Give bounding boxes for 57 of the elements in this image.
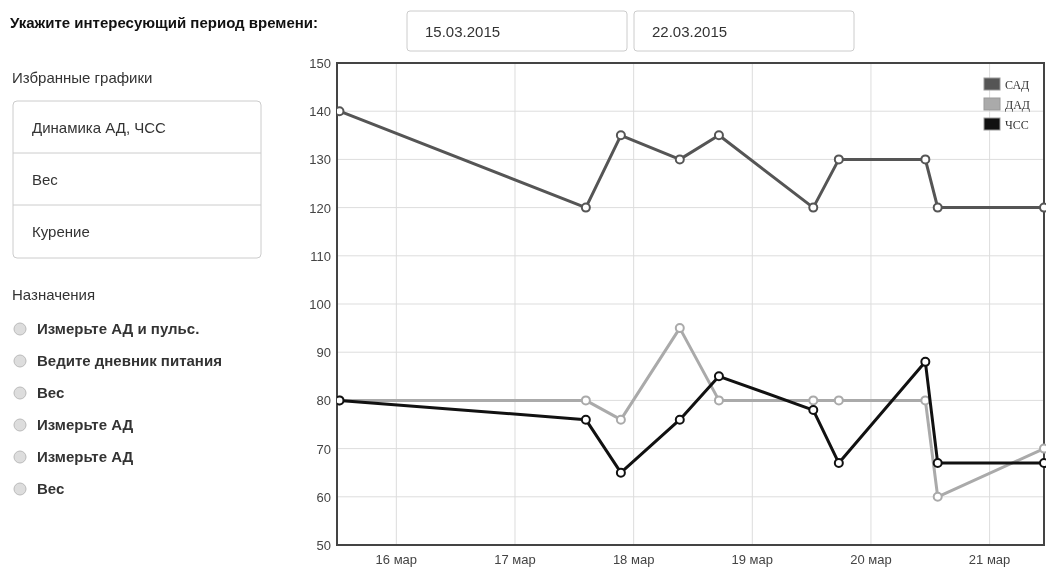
point (674, 154, 685, 165)
x-tick-label: 17 мар (494, 552, 536, 567)
text: Динамика АД, ЧСС (32, 119, 167, 136)
y-tick-label: 130 (309, 152, 331, 168)
legend-label: САД (1005, 78, 1030, 92)
legend-label: ЧСС (1005, 118, 1029, 132)
text: Вес (32, 171, 59, 188)
point (615, 467, 626, 478)
point (920, 154, 931, 165)
point (615, 414, 626, 425)
x-tick-label: 20 мар (850, 552, 892, 567)
point (713, 371, 724, 382)
point (932, 202, 943, 213)
x-tick-label: 16 мар (375, 552, 418, 567)
point (833, 154, 844, 165)
point (808, 395, 819, 406)
point (674, 414, 685, 425)
text: Назначения (12, 286, 96, 303)
point (920, 356, 931, 367)
text: Вес (37, 480, 65, 497)
x-tick-label: 21 мар (968, 552, 1011, 567)
y-tick-label: 100 (309, 297, 331, 312)
point (808, 405, 819, 416)
point (580, 395, 591, 406)
point (580, 414, 591, 425)
text: Ведите дневник питания (37, 352, 222, 369)
point (580, 202, 591, 213)
text: 22.03.2015 (652, 23, 728, 40)
point (932, 458, 943, 469)
point (674, 323, 685, 334)
y-tick-label: 50 (316, 538, 331, 553)
x-tick-label: 19 мар (731, 552, 774, 567)
text: Вес (37, 384, 65, 401)
point (808, 202, 819, 213)
text: Измерьте АД (37, 448, 134, 465)
text: Избранные графики (12, 69, 153, 86)
text: Измерьте АД и пульс. (37, 320, 200, 337)
y-tick-label: 80 (316, 393, 331, 409)
point (833, 395, 844, 406)
y-tick-label: 120 (309, 200, 331, 216)
y-tick-label: 70 (316, 441, 331, 457)
y-tick-label: 140 (309, 104, 331, 120)
y-tick-label: 110 (310, 248, 331, 264)
text: Укажите интересующий период времени: (10, 14, 319, 31)
point (615, 130, 626, 141)
text: Курение (32, 223, 90, 240)
text: 15.03.2015 (425, 23, 501, 40)
y-tick-label: 60 (316, 489, 331, 505)
point (713, 395, 724, 406)
point (833, 458, 844, 469)
x-tick-label: 18 мар (612, 552, 655, 567)
text: Измерьте АД (37, 416, 134, 433)
y-tick-label: 150 (309, 56, 331, 71)
legend-label: ДАД (1005, 98, 1031, 112)
y-tick-label: 90 (316, 345, 331, 361)
point (932, 491, 943, 502)
point (713, 130, 724, 141)
